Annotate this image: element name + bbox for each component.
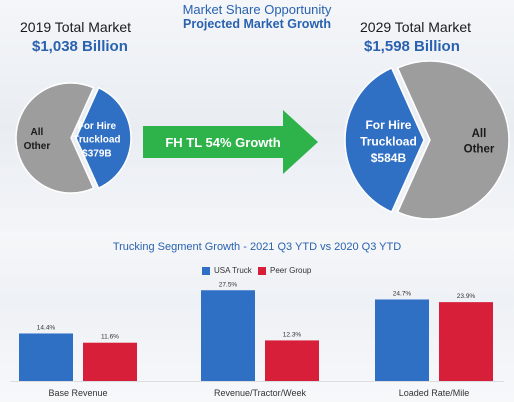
bar-value-label-0-2: 24.7% [393,290,412,297]
segment-bar-chart: 14.4% 11.6% Base Revenue 27.5% 12.3% Revenue/… [10,281,504,398]
bar-usa-truck-0 [19,333,73,381]
pie-2029-forhire-label-2: Truckload [360,134,417,148]
pie-2029-other-label-2: Other [464,144,495,156]
market-2029-label: 2029 Total Market [360,19,472,35]
pie-2019-forhire-label-1: For Hire [78,121,117,132]
category-label-2: Loaded Rate/Mile [399,388,470,398]
pie-2019-slice-forhire [75,86,132,190]
bar-value-label-1-1: 12.3% [283,331,302,338]
growth-arrow-label: FH TL 54% Growth [165,135,280,150]
pie-2019-forhire-label-2: Truckload [73,135,120,146]
bar-value-label-0-0: 14.4% [37,324,56,331]
legend-label-peer-group: Peer Group [270,266,312,275]
growth-arrow [143,110,318,174]
pie-2029-other-label-1: All [472,128,487,140]
legend-swatch-peer-group [258,266,266,275]
pie-2019-other-label-2: Other [24,141,51,152]
market-2019-value: $1,038 Billion [32,38,128,55]
pie-2029-slice-forhire [344,66,425,214]
bar-value-label-0-1: 27.5% [219,281,238,288]
legend-peer-group: Peer Group [258,266,311,275]
category-label-1: Revenue/Tractor/Week [214,388,307,398]
category-label-0: Base Revenue [48,388,107,398]
legend-label-usa-truck: USA Truck [214,266,252,275]
bar-value-label-1-0: 11.6% [101,334,119,341]
bar-peer-group-1 [265,340,319,381]
pie-2029-forhire-value: $584B [371,151,407,165]
bar-usa-truck-1 [201,290,255,381]
bar-chart-title: Trucking Segment Growth - 2021 Q3 YTD vs… [112,241,402,253]
bar-usa-truck-2 [375,299,429,381]
legend-usa-truck: USA Truck [202,266,252,275]
pie-2019-forhire-value: $379B [82,149,111,160]
page-subtitle: Projected Market Growth [183,17,331,31]
page-title: Market Share Opportunity [182,2,332,17]
pie-2019-other-label-1: All [31,127,44,138]
market-2019-label: 2019 Total Market [20,19,132,35]
bar-peer-group-0 [83,342,137,381]
pie-2019-slice-other [15,82,95,194]
pie-2029-forhire-label-1: For Hire [365,118,411,132]
bar-value-label-1-2: 23.9% [457,293,476,300]
legend-swatch-usa-truck [202,266,210,275]
market-2029-value: $1,598 Billion [364,38,460,55]
bar-peer-group-2 [439,302,493,381]
pie-2029-slice-other [396,60,510,220]
market-pies: All Other For Hire Truckload $379B All Other Fo… [15,60,510,220]
